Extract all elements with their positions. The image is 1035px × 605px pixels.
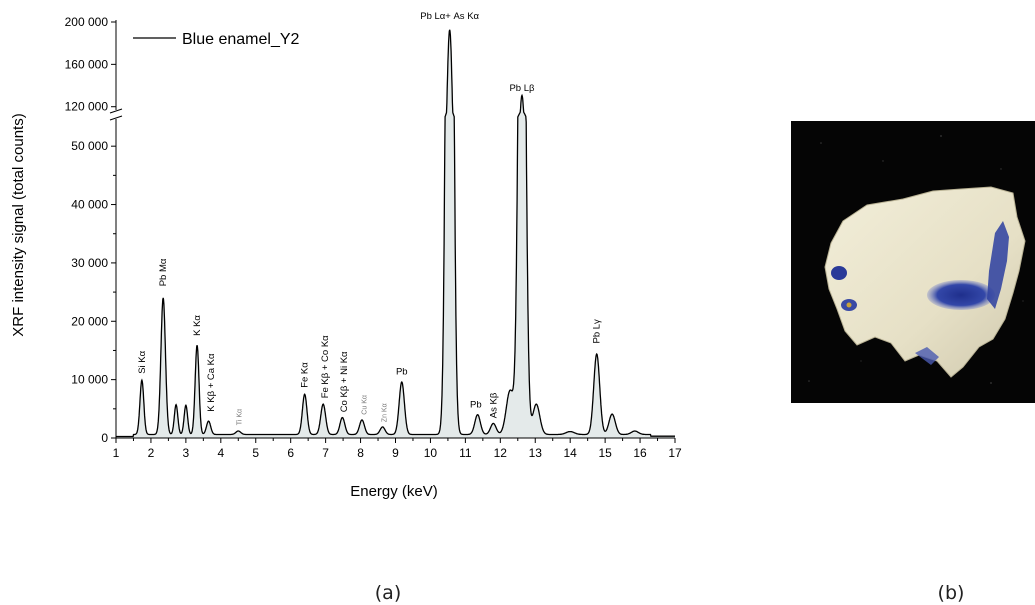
y-tick-label: 50 000 — [71, 139, 108, 153]
spectrum-line — [116, 29, 675, 438]
legend-series-label: Blue enamel_Y2 — [182, 31, 300, 48]
blue-stain-small-top — [831, 266, 847, 280]
peak-label: Pb — [470, 399, 482, 410]
axes-layer — [109, 20, 676, 443]
x-tick-label: 12 — [494, 446, 508, 460]
x-tick-label: 17 — [668, 446, 682, 460]
yellow-spot — [846, 302, 852, 308]
peak-label: Si Kα — [137, 350, 148, 373]
blue-stain-large — [927, 280, 995, 310]
x-tick-label: 2 — [148, 446, 155, 460]
y-tick-label: 30 000 — [71, 256, 108, 270]
x-tick-label: 15 — [598, 446, 612, 460]
y-axis-title: XRF intensity signal (total counts) — [10, 113, 27, 336]
y-tick-label: 20 000 — [71, 314, 108, 328]
peak-label: Pb — [396, 367, 408, 378]
y-tick-label: 0 — [101, 431, 108, 445]
peak-label: Cu Kα — [361, 395, 368, 415]
x-tick-label: 6 — [287, 446, 294, 460]
blue-stain-right — [987, 221, 1009, 309]
enamel-fragment — [824, 186, 1026, 378]
y-tick-label: 40 000 — [71, 198, 108, 212]
x-tick-label: 14 — [564, 446, 578, 460]
blue-stain-bottom — [915, 347, 939, 365]
y-tick-label: 10 000 — [71, 373, 108, 387]
peak-label: Co Kβ + Ni Kα — [339, 351, 350, 412]
x-axis-title: Energy (keV) — [350, 483, 438, 500]
x-tick-label: 11 — [459, 446, 472, 460]
peak-label: Pb Lβ — [509, 83, 535, 94]
enamel-fragment-photo — [791, 121, 1035, 403]
peak-label: Ti Kα — [236, 409, 243, 425]
peak-label: Pb Lα+ As Kα — [420, 11, 479, 22]
caption-a: (a) — [375, 582, 401, 604]
x-tick-label: 4 — [217, 446, 224, 460]
peak-label: Pb Mα — [158, 258, 169, 286]
peak-label: Zn Kα — [382, 403, 389, 422]
x-tick-label: 1 — [113, 446, 120, 460]
peak-label: K Kα — [192, 315, 203, 336]
photo-speckles — [808, 135, 1024, 384]
x-tick-label: 3 — [183, 446, 190, 460]
caption-b: (b) — [938, 582, 965, 604]
x-tick-label: 7 — [322, 446, 329, 460]
x-tick-label: 9 — [392, 446, 399, 460]
y-tick-label: 120 000 — [65, 100, 109, 114]
peak-label: Fe Kβ + Co Kα — [320, 335, 331, 398]
peak-annotations-layer: Si Kα Pb Mα K Kα K Kβ + Ca Kα Ti Kα Fe Kα Fe K… — [137, 11, 603, 425]
x-tick-label: 8 — [357, 446, 364, 460]
y-tick-label: 160 000 — [65, 57, 109, 71]
spectrum-line-layer — [116, 29, 675, 438]
x-tick-label: 5 — [252, 446, 259, 460]
axis-break-mark — [109, 108, 123, 114]
peak-label: Fe Kα — [300, 362, 311, 388]
peak-label: K Kβ + Ca Kα — [206, 353, 217, 412]
peak-label: Pb Lγ — [592, 319, 603, 344]
x-tick-label: 10 — [424, 446, 438, 460]
peak-label: As Kβ — [488, 392, 499, 418]
x-tick-label: 13 — [529, 446, 543, 460]
axis-break-mark — [109, 115, 123, 121]
y-tick-label: 200 000 — [65, 15, 109, 29]
x-tick-label: 16 — [633, 446, 647, 460]
